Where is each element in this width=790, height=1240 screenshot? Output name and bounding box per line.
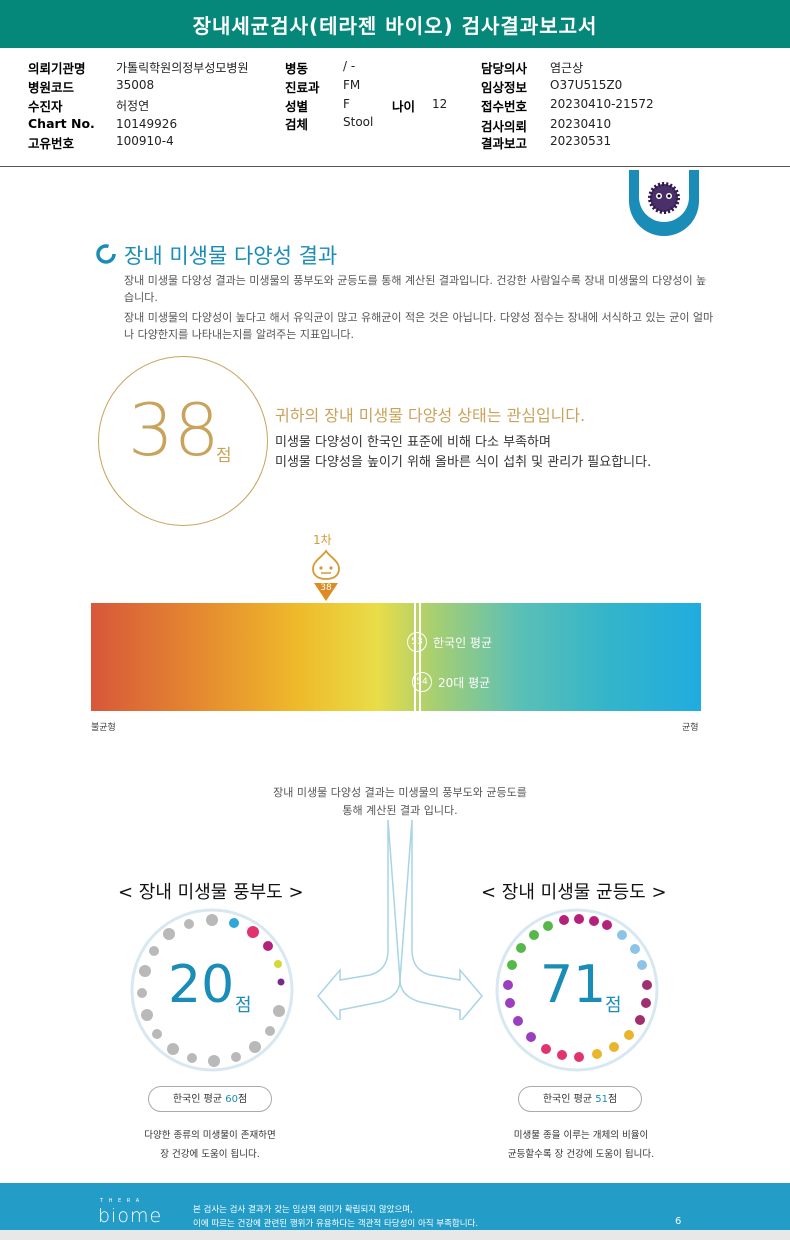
- scale-left-label: 불균형: [91, 723, 116, 733]
- diversity-desc-2: 장내 미생물의 다양성이 높다고 해서 유익균이 많고 유해균이 적은 것은 아…: [124, 311, 714, 341]
- korean-avg-line: [414, 603, 416, 711]
- chart-label: Chart No.: [28, 116, 95, 131]
- diversity-headline: 귀하의 장내 미생물 다양성 상태는 관심입니다.: [275, 406, 586, 425]
- brand-logo: biome: [98, 1205, 163, 1227]
- ward-value: / -: [343, 59, 356, 73]
- age-label: 나이: [392, 99, 416, 114]
- evenness-avg-suffix: 점: [607, 1094, 618, 1105]
- diversity-desc-1: 장내 미생물 다양성 결과는 미생물의 풍부도와 균등도를 통해 계산된 결과입…: [124, 274, 707, 304]
- evenness-microbe-ring: [495, 908, 659, 1072]
- evenness-avg-value: 51: [595, 1094, 608, 1105]
- unique-value: 100910-4: [116, 134, 174, 148]
- accession-value: 20230410-21572: [550, 97, 654, 111]
- page-number: 6: [675, 1216, 682, 1227]
- clinical-value: O37U515Z0: [550, 78, 623, 92]
- richness-avg-suffix: 점: [237, 1094, 248, 1105]
- sex-label: 성별: [285, 99, 309, 114]
- brand-small: T H E R A: [100, 1198, 142, 1204]
- doctor-value: 염근상: [550, 61, 584, 75]
- richness-desc-1: 다양한 종류의 미생물이 존재하면: [144, 1130, 276, 1141]
- richness-avg-prefix: 한국인 평균: [172, 1094, 226, 1105]
- scale-right-label: 균형: [682, 723, 699, 733]
- request-value: 20230410: [550, 117, 612, 131]
- footer-note-2: 이에 따르는 건강에 관련된 행위가 유용하다는 객관적 타당성이 아직 부족합…: [193, 1219, 479, 1229]
- specimen-label: 검체: [285, 117, 309, 132]
- split-arrow-graphic: [317, 820, 483, 1020]
- dept-label: 진료과: [285, 80, 320, 95]
- richness-desc-2: 장 건강에 도움이 됩니다.: [160, 1149, 260, 1160]
- doctor-label: 담당의사: [481, 61, 528, 76]
- marker-pointer: [314, 583, 338, 601]
- report-label: 결과보고: [481, 136, 528, 151]
- age-value: 12: [432, 97, 448, 111]
- refresh-circle-icon: [96, 244, 116, 264]
- accession-label: 접수번호: [481, 99, 528, 114]
- korean-avg-label: 한국인 평균: [433, 636, 493, 650]
- clinical-label: 임상정보: [481, 80, 528, 95]
- round-label: 1차: [313, 533, 332, 547]
- twenties-avg-badge: 54: [412, 672, 432, 692]
- korean-avg-badge: 53: [407, 632, 427, 652]
- microbe-icon: [648, 182, 680, 214]
- richness-avg-pill: 한국인 평균 60점: [148, 1086, 272, 1112]
- chart-value: 10149926: [116, 117, 178, 131]
- section-title: 장내 미생물 다양성 결과: [124, 244, 338, 268]
- request-label: 검사의뢰: [481, 119, 528, 134]
- report-value: 20230531: [550, 134, 612, 148]
- evenness-title: < 장내 미생물 균등도 >: [481, 882, 667, 903]
- components-desc-1: 장내 미생물 다양성 결과는 미생물의 풍부도와 균등도를: [273, 786, 527, 799]
- evenness-desc-1: 미생물 종을 이루는 개체의 비율이: [513, 1130, 649, 1141]
- richness-microbe-ring: [130, 908, 294, 1072]
- evenness-score-unit: 점: [605, 995, 622, 1016]
- specimen-value: Stool: [343, 115, 374, 129]
- evenness-score: 71: [540, 955, 607, 1015]
- patient-value: 허정연: [116, 99, 150, 113]
- diversity-score-unit: 점: [216, 446, 232, 466]
- footer-bar: T H E R A biome 본 검사는 검사 결과가 갖는 임상적 의미가 …: [0, 1183, 790, 1230]
- components-desc-2: 통해 계산된 결과 입니다.: [342, 804, 458, 817]
- sex-value: F: [343, 97, 350, 111]
- patient-info: 의뢰기관명 가톨릭학원의정부성모병원 병원코드 35008 수진자 허정연 Ch…: [0, 48, 790, 167]
- twenties-avg-line: [419, 603, 421, 711]
- evenness-avg-pill: 한국인 평균 51점: [518, 1086, 642, 1112]
- institution-value: 가톨릭학원의정부성모병원: [116, 61, 249, 75]
- page-bottom: [0, 1230, 790, 1240]
- unique-label: 고유번호: [28, 136, 75, 151]
- hospital-code-label: 병원코드: [28, 80, 75, 95]
- score-ring: [98, 356, 268, 526]
- twenties-avg-label: 20대 평균: [438, 676, 491, 690]
- ward-label: 병동: [285, 61, 309, 76]
- richness-avg-value: 60: [225, 1094, 238, 1105]
- diversity-score: 38: [128, 388, 220, 472]
- dept-value: FM: [343, 78, 361, 92]
- patient-label: 수진자: [28, 99, 63, 114]
- evenness-desc-2: 균등할수록 장 건강에 도움이 됩니다.: [507, 1149, 655, 1160]
- richness-score-unit: 점: [235, 995, 252, 1016]
- diversity-gradient-bar: [91, 603, 701, 711]
- footer-note-1: 본 검사는 검사 결과가 갖는 임상적 의미가 확립되지 않았으며,: [193, 1205, 413, 1215]
- diversity-line-2: 미생물 다양성을 높이기 위해 올바른 식이 섭취 및 관리가 필요합니다.: [275, 455, 652, 470]
- mascot-icon: [312, 549, 340, 580]
- richness-score: 20: [168, 955, 235, 1015]
- evenness-avg-prefix: 한국인 평균: [542, 1094, 596, 1105]
- report-title: 장내세균검사(테라젠 바이오) 검사결과보고서: [0, 0, 790, 48]
- marker-value: 38: [320, 583, 332, 593]
- hospital-code-value: 35008: [116, 78, 155, 92]
- diversity-line-1: 미생물 다양성이 한국인 표준에 비해 다소 부족하며: [275, 435, 551, 450]
- institution-label: 의뢰기관명: [28, 61, 86, 76]
- richness-title: < 장내 미생물 풍부도 >: [118, 882, 304, 903]
